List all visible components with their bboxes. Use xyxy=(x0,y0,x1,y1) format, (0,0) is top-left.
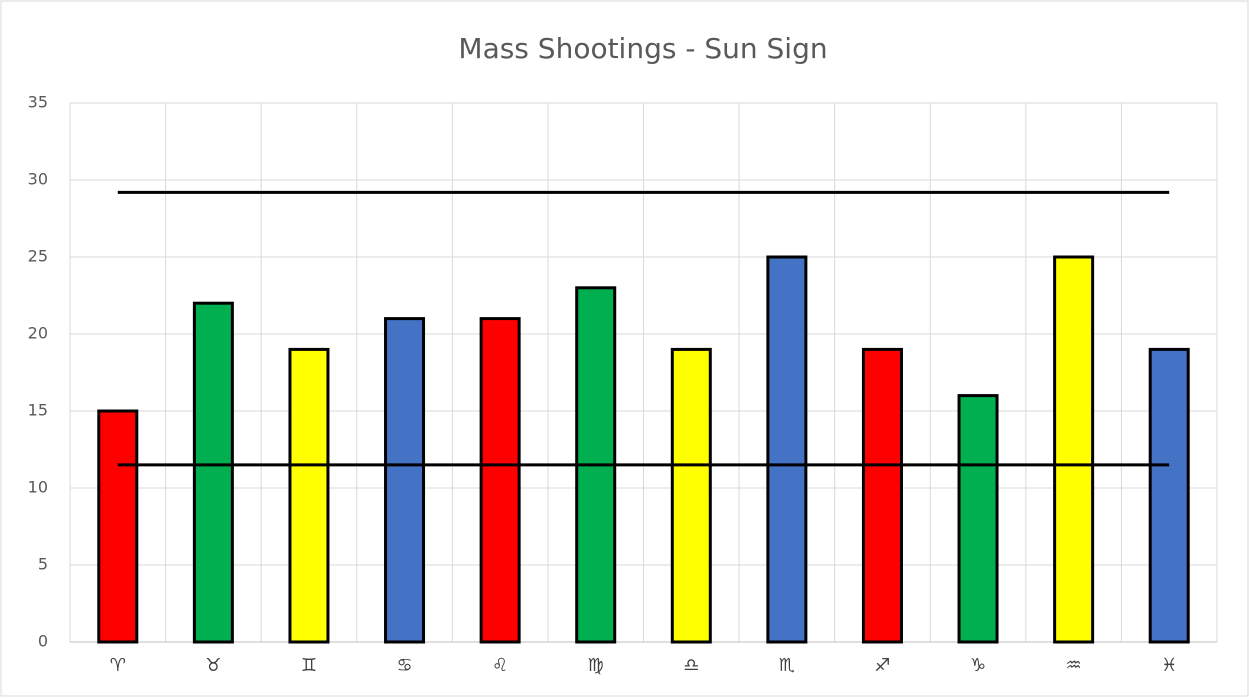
x-tick-label: ♍ xyxy=(588,655,604,676)
x-tick-label: ♈ xyxy=(110,655,126,676)
x-tick-label: ♉ xyxy=(205,655,221,676)
bar xyxy=(766,255,808,644)
x-tick-label: ♑ xyxy=(970,655,986,676)
x-tick-label: ♒ xyxy=(1066,655,1082,676)
x-tick-label: ♓ xyxy=(1161,655,1177,676)
x-tick-label: ♋ xyxy=(396,655,412,676)
x-tick-label: ♐ xyxy=(874,655,890,676)
bar xyxy=(957,394,999,644)
y-tick-label: 25 xyxy=(28,247,48,266)
bar xyxy=(861,347,903,644)
x-tick-label: ♌ xyxy=(492,655,508,676)
y-tick-label: 15 xyxy=(28,401,48,420)
y-tick-label: 35 xyxy=(28,93,48,112)
bar xyxy=(670,347,712,644)
bar xyxy=(479,317,521,644)
bar xyxy=(384,317,426,644)
y-tick-label: 5 xyxy=(38,555,48,574)
bar xyxy=(288,347,330,644)
bar xyxy=(1148,347,1190,644)
bar xyxy=(97,409,139,644)
chart-title: Mass Shootings - Sun Sign xyxy=(458,32,827,65)
y-tick-label: 20 xyxy=(28,324,48,343)
y-tick-label: 10 xyxy=(28,478,48,497)
x-tick-label: ♎ xyxy=(683,655,699,676)
x-tick-label: ♊ xyxy=(301,655,317,676)
y-tick-label: 30 xyxy=(28,170,48,189)
y-tick-label: 0 xyxy=(38,632,48,651)
bar xyxy=(1053,255,1095,644)
bar xyxy=(192,301,234,644)
x-tick-label: ♏ xyxy=(779,655,795,676)
